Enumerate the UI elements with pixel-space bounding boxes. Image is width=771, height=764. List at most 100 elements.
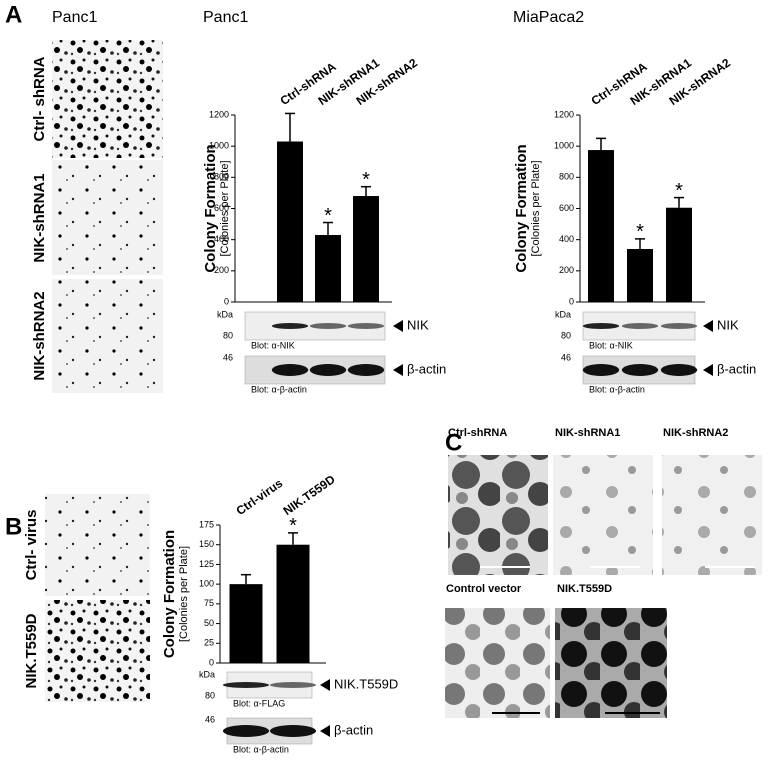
blot-band: [347, 364, 385, 376]
chart-title: MiaPaca2: [513, 9, 584, 26]
blot-band: [347, 323, 385, 329]
blot-antibody: Blot: α-β-actin: [251, 384, 307, 394]
bar: [229, 584, 263, 663]
blot-marker: kDa: [199, 669, 215, 679]
row-label: Ctrl- shRNA: [31, 56, 48, 141]
blot-target: NIK: [717, 317, 739, 332]
blot-band: [269, 725, 317, 737]
category-label: Ctrl-virus: [234, 476, 286, 518]
y-tick-label: 0: [569, 296, 574, 306]
blot-marker: 46: [205, 714, 215, 724]
blot-band: [660, 364, 698, 376]
sphere-image: [555, 608, 667, 718]
bar: [666, 207, 692, 302]
blot-band: [621, 364, 659, 376]
y-tick-label: 1000: [209, 141, 229, 151]
image-label: Control vector: [446, 583, 522, 595]
y-axis-title: Colony Formation: [513, 144, 530, 272]
y-tick-label: 1200: [554, 109, 574, 119]
category-label: NIK.T559D: [281, 472, 338, 518]
blot-antibody: Blot: α-NIK: [589, 340, 633, 350]
colony-image: [52, 40, 163, 158]
significance: *: [675, 180, 683, 202]
blot-marker: kDa: [217, 309, 233, 319]
y-tick-label: 200: [559, 265, 574, 275]
row-label: Ctrl- virus: [23, 510, 40, 581]
significance: *: [362, 169, 370, 191]
colony-image: [52, 279, 163, 393]
significance: *: [289, 515, 297, 537]
y-axis-subtitle: [Colonies per Plate]: [219, 161, 231, 257]
blot-band: [660, 323, 698, 329]
blot-marker: 80: [561, 330, 571, 340]
blot-band: [271, 364, 309, 376]
sphere-image: [662, 455, 762, 575]
bar: [353, 196, 379, 302]
y-tick-label: 800: [214, 172, 229, 182]
row-label: NIK-shRNA1: [31, 173, 48, 262]
blot-band: [222, 725, 270, 737]
blot-marker: 80: [205, 690, 215, 700]
panel-letter: C: [445, 429, 462, 456]
y-tick-label: 75: [204, 598, 214, 608]
y-tick-label: 400: [214, 234, 229, 244]
y-axis-subtitle: [Colonies per Plate]: [178, 546, 190, 642]
blot-target: β-actin: [407, 361, 446, 376]
y-tick-label: 50: [204, 618, 214, 628]
blot-band: [309, 323, 347, 329]
image-label: Ctrl-shRNA: [448, 427, 507, 439]
arrowhead: [393, 320, 403, 332]
panels: A Panc1 Ctrl- shRNA NIK-shRNA1 NIK-shRNA…: [5, 1, 762, 718]
blot-marker: kDa: [555, 309, 571, 319]
image-title: Panc1: [52, 9, 97, 26]
bar: [276, 544, 310, 663]
y-tick-label: 600: [559, 203, 574, 213]
y-tick-label: 1000: [554, 141, 574, 151]
colony-image: [52, 160, 163, 275]
significance: *: [324, 205, 332, 227]
blot-antibody: Blot: α-β-actin: [233, 744, 289, 754]
panel-letter: B: [5, 513, 22, 540]
sphere-image: [445, 608, 550, 718]
blot-marker: 46: [223, 352, 233, 362]
y-axis-title: Colony Formation: [202, 144, 219, 272]
chart-title: Panc1: [203, 9, 248, 26]
y-tick-label: 400: [559, 234, 574, 244]
y-tick-label: 25: [204, 638, 214, 648]
row-label: NIK.T559D: [23, 613, 40, 688]
blot-band: [269, 682, 317, 688]
blot-target: NIK: [407, 317, 429, 332]
blot-band: [621, 323, 659, 329]
y-axis-subtitle: [Colonies per Plate]: [530, 161, 542, 257]
bar: [627, 249, 653, 302]
colony-image: [45, 600, 150, 702]
y-axis-title: Colony Formation: [161, 530, 178, 658]
blot-band: [309, 364, 347, 376]
y-tick-label: 1200: [209, 109, 229, 119]
blot-antibody: Blot: α-β-actin: [589, 384, 645, 394]
image-label: NIK-shRNA2: [663, 427, 728, 439]
y-tick-label: 125: [199, 559, 214, 569]
image-label: NIK.T559D: [557, 583, 612, 595]
blot-band: [582, 323, 620, 329]
y-tick-label: 800: [559, 172, 574, 182]
arrowhead: [703, 364, 713, 376]
y-tick-label: 0: [209, 657, 214, 667]
blot-marker: 46: [561, 352, 571, 362]
arrowhead: [320, 679, 330, 691]
row-label: NIK-shRNA2: [31, 291, 48, 380]
blot-antibody: Blot: α-NIK: [251, 340, 295, 350]
blot-antibody: Blot: α-FLAG: [233, 698, 285, 708]
blot-marker: 80: [223, 330, 233, 340]
arrowhead: [393, 364, 403, 376]
y-tick-label: 0: [224, 296, 229, 306]
blot-target: NIK.T559D: [334, 676, 398, 691]
arrowhead: [320, 725, 330, 737]
bar: [315, 234, 341, 302]
bar: [588, 150, 614, 302]
arrowhead: [703, 320, 713, 332]
sphere-image: [448, 455, 548, 575]
bar: [277, 141, 303, 302]
blot-band: [271, 323, 309, 329]
